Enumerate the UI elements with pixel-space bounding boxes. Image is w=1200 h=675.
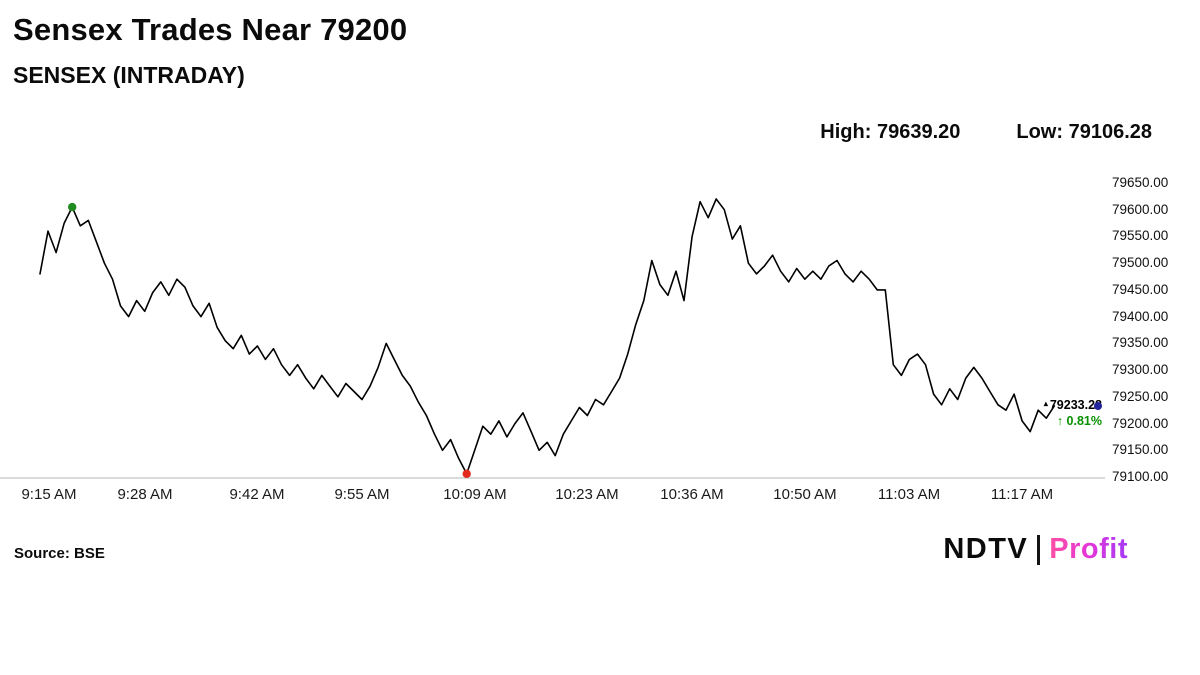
- y-axis-label: 79350.00: [1112, 335, 1169, 350]
- logo-divider: [1037, 534, 1041, 565]
- x-axis-label: 10:23 AM: [555, 486, 619, 503]
- x-axis-label: 9:28 AM: [117, 486, 173, 503]
- y-axis-label: 79550.00: [1112, 228, 1169, 243]
- x-axis-label: 10:09 AM: [443, 486, 507, 503]
- last-price-row: ▴ 79233.28: [1032, 398, 1102, 414]
- high-value: High: 79639.20: [820, 121, 961, 143]
- open-peak-dot: [68, 202, 77, 212]
- y-axis-label: 79100.00: [1112, 469, 1169, 484]
- last-price: 79233.28: [1049, 398, 1102, 412]
- high-low-row: High: 79639.20 Low: 79106.28: [820, 121, 1152, 144]
- line-end-dot: [1094, 402, 1102, 410]
- session-low-dot: [462, 469, 471, 478]
- low-value: Low: 79106.28: [1016, 121, 1152, 143]
- x-axis-label: 11:17 AM: [990, 486, 1054, 503]
- up-arrow-icon: ↑: [1056, 413, 1064, 428]
- price-marker-icon: ▴: [1043, 399, 1048, 408]
- price-line: [39, 198, 1056, 475]
- ndtv-profit-logo: NDTV Profit: [943, 533, 1128, 566]
- change-percent: ↑ 0.81%: [1032, 414, 1102, 430]
- source-label: Source: BSE: [14, 545, 105, 562]
- x-axis-label: 11:03 AM: [877, 486, 941, 503]
- chart-subtitle: SENSEX (INTRADAY): [13, 62, 245, 88]
- x-axis-label: 10:36 AM: [660, 486, 724, 503]
- y-axis-label: 79300.00: [1112, 362, 1169, 377]
- last-price-annotation: ▴ 79233.28 ↑ 0.81%: [1032, 398, 1102, 429]
- y-axis-label: 79650.00: [1112, 175, 1169, 190]
- page-title: Sensex Trades Near 79200: [13, 12, 408, 47]
- profit-wordmark: Profit: [1049, 533, 1128, 565]
- price-line-chart: [0, 198, 1105, 479]
- y-axis-label: 79250.00: [1112, 389, 1169, 404]
- y-axis-label: 79600.00: [1112, 202, 1169, 217]
- x-axis-label: 9:42 AM: [229, 486, 285, 503]
- marker-layer: [68, 202, 471, 478]
- ndtv-wordmark: NDTV: [943, 533, 1029, 565]
- x-axis-label: 9:55 AM: [334, 486, 390, 503]
- y-axis-label: 79400.00: [1112, 309, 1169, 324]
- y-axis-label: 79200.00: [1112, 416, 1169, 431]
- y-axis-label: 79150.00: [1112, 442, 1169, 457]
- x-axis-label: 10:50 AM: [773, 486, 837, 503]
- y-axis-label: 79500.00: [1112, 255, 1169, 270]
- change-value: 0.81%: [1066, 413, 1102, 428]
- y-axis-label: 79450.00: [1112, 282, 1169, 297]
- x-axis-label: 9:15 AM: [21, 486, 77, 503]
